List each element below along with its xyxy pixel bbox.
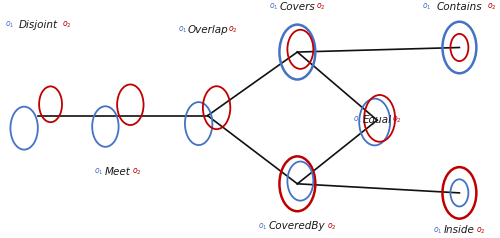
Text: Covers: Covers xyxy=(280,2,315,12)
Text: CoveredBy: CoveredBy xyxy=(269,221,326,231)
Text: Disjoint: Disjoint xyxy=(18,20,58,30)
Text: $o_2$: $o_2$ xyxy=(328,221,337,232)
Text: $o_1$: $o_1$ xyxy=(94,167,104,177)
Text: $o_2$: $o_2$ xyxy=(487,2,496,12)
Text: Contains: Contains xyxy=(436,2,482,12)
Text: $o_1$: $o_1$ xyxy=(178,25,188,35)
Text: $o_1$: $o_1$ xyxy=(422,2,432,12)
Text: $o_2$: $o_2$ xyxy=(316,2,326,12)
Text: $o_2$: $o_2$ xyxy=(392,115,402,125)
Text: $o_2$: $o_2$ xyxy=(62,20,72,30)
Text: $o_1$: $o_1$ xyxy=(4,20,14,30)
Text: $o_2$: $o_2$ xyxy=(228,25,237,35)
Text: Meet: Meet xyxy=(105,167,131,177)
Text: $o_1$: $o_1$ xyxy=(352,115,362,125)
Text: Equal: Equal xyxy=(362,115,392,125)
Text: Overlap: Overlap xyxy=(187,25,228,35)
Text: $o_2$: $o_2$ xyxy=(132,167,141,177)
Text: Inside: Inside xyxy=(444,225,475,235)
Text: $o_1$: $o_1$ xyxy=(258,221,268,232)
Text: $o_2$: $o_2$ xyxy=(476,225,486,236)
Text: $o_1$: $o_1$ xyxy=(434,225,443,236)
Text: $o_1$: $o_1$ xyxy=(269,2,278,12)
